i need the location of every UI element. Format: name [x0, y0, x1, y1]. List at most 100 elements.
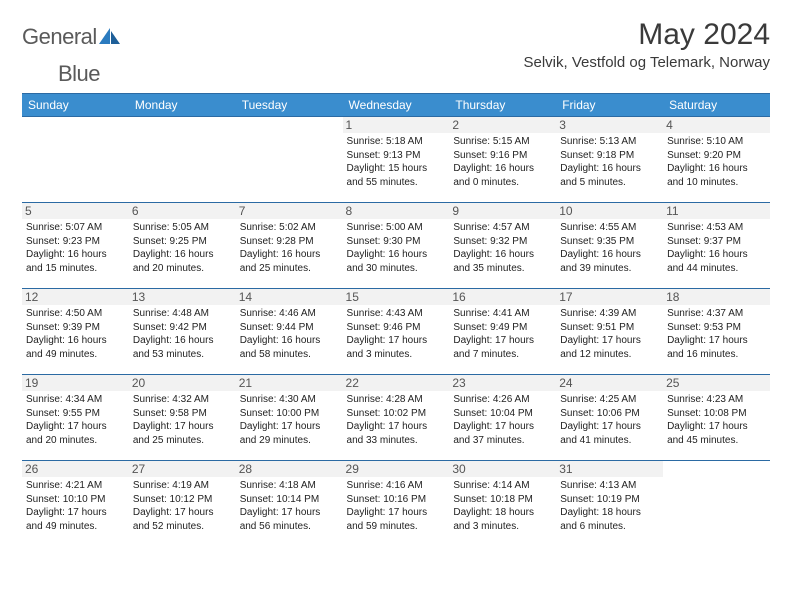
sunrise-text: Sunrise: 4:37 AM: [667, 307, 766, 321]
sunset-text: Sunset: 10:10 PM: [26, 493, 125, 507]
calendar-cell: 24Sunrise: 4:25 AMSunset: 10:06 PMDaylig…: [556, 375, 663, 461]
day-number: 12: [22, 289, 129, 305]
day-info: Sunrise: 4:41 AMSunset: 9:49 PMDaylight:…: [453, 307, 552, 361]
daylight-text: Daylight: 17 hours and 41 minutes.: [560, 420, 659, 447]
calendar-cell: 8Sunrise: 5:00 AMSunset: 9:30 PMDaylight…: [343, 203, 450, 289]
sunset-text: Sunset: 10:18 PM: [453, 493, 552, 507]
sunrise-text: Sunrise: 4:18 AM: [240, 479, 339, 493]
daylight-text: Daylight: 16 hours and 25 minutes.: [240, 248, 339, 275]
day-info: Sunrise: 4:16 AMSunset: 10:16 PMDaylight…: [347, 479, 446, 533]
daylight-text: Daylight: 16 hours and 35 minutes.: [453, 248, 552, 275]
day-info: Sunrise: 5:00 AMSunset: 9:30 PMDaylight:…: [347, 221, 446, 275]
day-number: 29: [343, 461, 450, 477]
calendar-table: Sunday Monday Tuesday Wednesday Thursday…: [22, 94, 770, 547]
day-number: 2: [449, 117, 556, 133]
sunset-text: Sunset: 9:35 PM: [560, 235, 659, 249]
day-info: Sunrise: 4:23 AMSunset: 10:08 PMDaylight…: [667, 393, 766, 447]
weekday-header: Monday: [129, 94, 236, 117]
calendar-cell: [236, 117, 343, 203]
calendar-cell: 28Sunrise: 4:18 AMSunset: 10:14 PMDaylig…: [236, 461, 343, 547]
sunrise-text: Sunrise: 4:41 AM: [453, 307, 552, 321]
day-number: 5: [22, 203, 129, 219]
day-number: 1: [343, 117, 450, 133]
sunrise-text: Sunrise: 4:43 AM: [347, 307, 446, 321]
sunrise-text: Sunrise: 4:32 AM: [133, 393, 232, 407]
calendar-row: 19Sunrise: 4:34 AMSunset: 9:55 PMDayligh…: [22, 375, 770, 461]
daylight-text: Daylight: 16 hours and 53 minutes.: [133, 334, 232, 361]
sunrise-text: Sunrise: 5:05 AM: [133, 221, 232, 235]
sunset-text: Sunset: 9:32 PM: [453, 235, 552, 249]
calendar-cell: [663, 461, 770, 547]
day-info: Sunrise: 4:39 AMSunset: 9:51 PMDaylight:…: [560, 307, 659, 361]
day-info: Sunrise: 4:48 AMSunset: 9:42 PMDaylight:…: [133, 307, 232, 361]
day-number: 21: [236, 375, 343, 391]
day-number: 20: [129, 375, 236, 391]
calendar-cell: [129, 117, 236, 203]
day-number: 11: [663, 203, 770, 219]
day-number: 15: [343, 289, 450, 305]
day-number: 16: [449, 289, 556, 305]
daylight-text: Daylight: 18 hours and 6 minutes.: [560, 506, 659, 533]
sunset-text: Sunset: 9:25 PM: [133, 235, 232, 249]
month-title: May 2024: [524, 18, 771, 52]
calendar-cell: 13 Sunrise: 4:48 AMSunset: 9:42 PMDayligh…: [129, 289, 236, 375]
day-number: 13: [129, 289, 236, 305]
sunrise-text: Sunrise: 4:48 AM: [133, 307, 232, 321]
daylight-text: Daylight: 16 hours and 30 minutes.: [347, 248, 446, 275]
day-info: Sunrise: 4:28 AMSunset: 10:02 PMDaylight…: [347, 393, 446, 447]
sunset-text: Sunset: 9:55 PM: [26, 407, 125, 421]
calendar-cell: 29 Sunrise: 4:16 AMSunset: 10:16 PMDaylig…: [343, 461, 450, 547]
day-info: Sunrise: 4:19 AMSunset: 10:12 PMDaylight…: [133, 479, 232, 533]
daylight-text: Daylight: 16 hours and 58 minutes.: [240, 334, 339, 361]
calendar-cell: 30 Sunrise: 4:14 AMSunset: 10:18 PMDaylig…: [449, 461, 556, 547]
sunrise-text: Sunrise: 5:07 AM: [26, 221, 125, 235]
title-block: May 2024 Selvik, Vestfold og Telemark, N…: [524, 18, 771, 73]
sunrise-text: Sunrise: 4:30 AM: [240, 393, 339, 407]
calendar-body: 1Sunrise: 5:18 AMSunset: 9:13 PMDaylight…: [22, 117, 770, 547]
daylight-text: Daylight: 17 hours and 12 minutes.: [560, 334, 659, 361]
calendar-cell: 16 Sunrise: 4:41 AMSunset: 9:49 PMDayligh…: [449, 289, 556, 375]
calendar-row: 5 Sunrise: 5:07 AMSunset: 9:23 PMDaylight…: [22, 203, 770, 289]
sunset-text: Sunset: 9:53 PM: [667, 321, 766, 335]
day-number: 14: [236, 289, 343, 305]
sunrise-text: Sunrise: 4:50 AM: [26, 307, 125, 321]
calendar-cell: 14Sunrise: 4:46 AMSunset: 9:44 PMDayligh…: [236, 289, 343, 375]
day-info: Sunrise: 4:34 AMSunset: 9:55 PMDaylight:…: [26, 393, 125, 447]
daylight-text: Daylight: 16 hours and 10 minutes.: [667, 162, 766, 189]
sunset-text: Sunset: 10:06 PM: [560, 407, 659, 421]
day-info: Sunrise: 4:26 AMSunset: 10:04 PMDaylight…: [453, 393, 552, 447]
day-number: 30: [449, 461, 556, 477]
day-number: 10: [556, 203, 663, 219]
sunset-text: Sunset: 9:58 PM: [133, 407, 232, 421]
sunrise-text: Sunrise: 4:55 AM: [560, 221, 659, 235]
day-number: 22: [343, 375, 450, 391]
sunset-text: Sunset: 10:04 PM: [453, 407, 552, 421]
daylight-text: Daylight: 17 hours and 49 minutes.: [26, 506, 125, 533]
daylight-text: Daylight: 17 hours and 7 minutes.: [453, 334, 552, 361]
day-info: Sunrise: 4:43 AMSunset: 9:46 PMDaylight:…: [347, 307, 446, 361]
daylight-text: Daylight: 17 hours and 33 minutes.: [347, 420, 446, 447]
daylight-text: Daylight: 17 hours and 3 minutes.: [347, 334, 446, 361]
sunrise-text: Sunrise: 4:25 AM: [560, 393, 659, 407]
weekday-header: Tuesday: [236, 94, 343, 117]
calendar-cell: [22, 117, 129, 203]
sunset-text: Sunset: 10:14 PM: [240, 493, 339, 507]
location-text: Selvik, Vestfold og Telemark, Norway: [524, 54, 771, 71]
day-info: Sunrise: 4:57 AMSunset: 9:32 PMDaylight:…: [453, 221, 552, 275]
day-number: 25: [663, 375, 770, 391]
sunrise-text: Sunrise: 4:14 AM: [453, 479, 552, 493]
weekday-header: Sunday: [22, 94, 129, 117]
calendar-cell: 21Sunrise: 4:30 AMSunset: 10:00 PMDaylig…: [236, 375, 343, 461]
calendar-cell: 10Sunrise: 4:55 AMSunset: 9:35 PMDayligh…: [556, 203, 663, 289]
day-info: Sunrise: 5:07 AMSunset: 9:23 PMDaylight:…: [26, 221, 125, 275]
day-info: Sunrise: 4:14 AMSunset: 10:18 PMDaylight…: [453, 479, 552, 533]
day-info: Sunrise: 5:15 AMSunset: 9:16 PMDaylight:…: [453, 135, 552, 189]
day-info: Sunrise: 4:53 AMSunset: 9:37 PMDaylight:…: [667, 221, 766, 275]
calendar-cell: 22 Sunrise: 4:28 AMSunset: 10:02 PMDaylig…: [343, 375, 450, 461]
day-number: 28: [236, 461, 343, 477]
day-number: 17: [556, 289, 663, 305]
day-number: 9: [449, 203, 556, 219]
sunset-text: Sunset: 9:39 PM: [26, 321, 125, 335]
sunrise-text: Sunrise: 4:53 AM: [667, 221, 766, 235]
day-number: 23: [449, 375, 556, 391]
